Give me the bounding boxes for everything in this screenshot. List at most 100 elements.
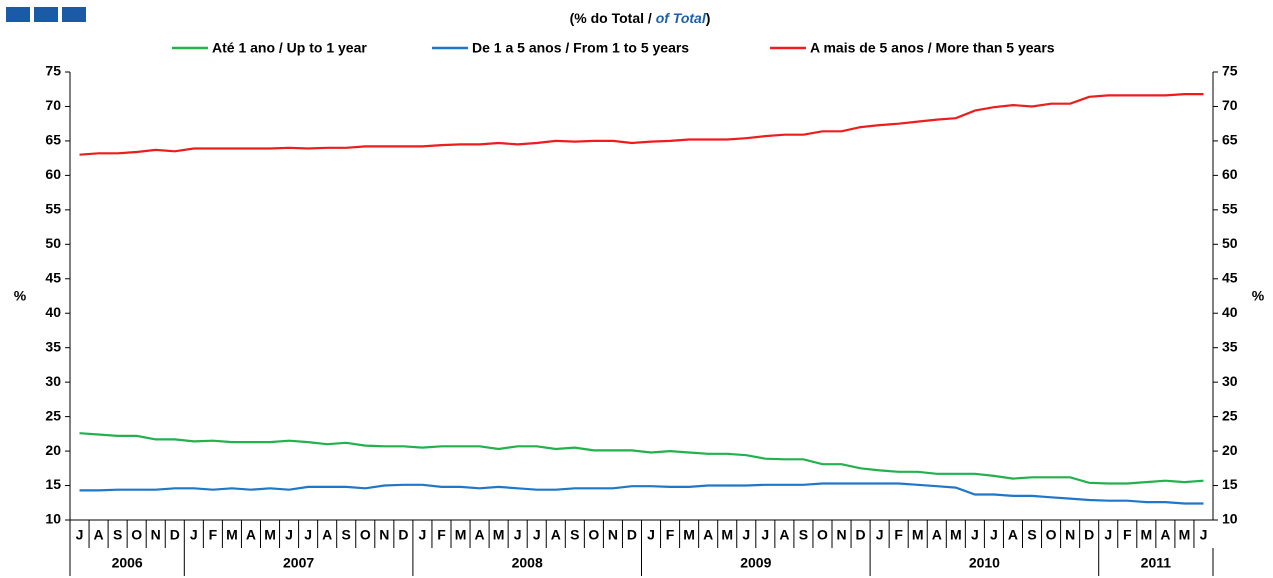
- legend-label: De 1 a 5 anos / From 1 to 5 years: [472, 40, 689, 56]
- legend-label: A mais de 5 anos / More than 5 years: [810, 40, 1055, 56]
- x-tick-label: J: [419, 527, 427, 543]
- y2-tick-label: 55: [1222, 201, 1238, 217]
- data-line: [79, 482, 1204, 505]
- x-tick-label: A: [475, 527, 485, 543]
- x-tick-label: J: [1104, 527, 1112, 543]
- x-tick-label: S: [570, 527, 579, 543]
- x-tick-label: N: [608, 527, 618, 543]
- year-label: 2009: [740, 555, 771, 571]
- y-tick-label: 40: [45, 304, 61, 320]
- x-tick-label: J: [533, 527, 541, 543]
- x-tick-label: M: [226, 527, 238, 543]
- x-tick-label: A: [322, 527, 332, 543]
- y2-tick-label: 70: [1222, 97, 1238, 113]
- y-tick-label: 60: [45, 166, 61, 182]
- y2-tick-label: 40: [1222, 304, 1238, 320]
- x-tick-label: M: [493, 527, 505, 543]
- x-tick-label: F: [209, 527, 218, 543]
- x-tick-label: A: [1160, 527, 1170, 543]
- x-tick-label: A: [1008, 527, 1018, 543]
- x-tick-label: S: [113, 527, 122, 543]
- x-tick-label: F: [437, 527, 446, 543]
- x-tick-label: M: [912, 527, 924, 543]
- x-tick-label: S: [799, 527, 808, 543]
- x-tick-label: A: [932, 527, 942, 543]
- x-tick-label: J: [971, 527, 979, 543]
- x-tick-label: M: [1179, 527, 1191, 543]
- x-tick-label: F: [1123, 527, 1132, 543]
- x-tick-label: J: [742, 527, 750, 543]
- x-tick-label: J: [190, 527, 198, 543]
- year-label: 2006: [112, 555, 143, 571]
- x-tick-label: D: [627, 527, 637, 543]
- x-tick-label: N: [151, 527, 161, 543]
- y-tick-label: 30: [45, 373, 61, 389]
- x-tick-label: A: [551, 527, 561, 543]
- y-tick-label: 65: [45, 132, 61, 148]
- data-line: [79, 432, 1204, 485]
- y-axis-label: %: [14, 288, 27, 304]
- y-tick-label: 25: [45, 407, 61, 423]
- x-tick-label: M: [683, 527, 695, 543]
- x-tick-label: N: [379, 527, 389, 543]
- x-tick-label: M: [721, 527, 733, 543]
- x-tick-label: F: [666, 527, 675, 543]
- x-tick-label: J: [76, 527, 84, 543]
- y2-tick-label: 15: [1222, 476, 1238, 492]
- y2-tick-label: 20: [1222, 442, 1238, 458]
- x-tick-label: D: [398, 527, 408, 543]
- y-tick-label: 55: [45, 201, 61, 217]
- x-tick-label: A: [779, 527, 789, 543]
- x-tick-label: N: [1065, 527, 1075, 543]
- x-tick-label: J: [1200, 527, 1208, 543]
- x-tick-label: F: [894, 527, 903, 543]
- x-tick-label: J: [761, 527, 769, 543]
- x-tick-label: O: [817, 527, 828, 543]
- x-tick-label: M: [455, 527, 467, 543]
- x-tick-label: J: [990, 527, 998, 543]
- x-tick-label: O: [588, 527, 599, 543]
- year-label: 2011: [1141, 555, 1172, 571]
- x-tick-label: A: [94, 527, 104, 543]
- x-tick-label: J: [514, 527, 522, 543]
- y2-tick-label: 35: [1222, 338, 1238, 354]
- x-tick-label: J: [876, 527, 884, 543]
- y-tick-label: 20: [45, 442, 61, 458]
- logo-block: [34, 7, 58, 22]
- y2-tick-label: 60: [1222, 166, 1238, 182]
- x-tick-label: M: [1140, 527, 1152, 543]
- x-tick-label: S: [1027, 527, 1036, 543]
- x-tick-label: S: [342, 527, 351, 543]
- x-tick-label: D: [1084, 527, 1094, 543]
- year-label: 2007: [283, 555, 314, 571]
- y2-tick-label: 45: [1222, 269, 1238, 285]
- y2-tick-label: 30: [1222, 373, 1238, 389]
- y-tick-label: 45: [45, 269, 61, 285]
- y-tick-label: 35: [45, 338, 61, 354]
- chart-title: (% do Total / of Total): [570, 10, 711, 26]
- x-tick-label: N: [836, 527, 846, 543]
- x-tick-label: M: [950, 527, 962, 543]
- data-line: [79, 93, 1204, 156]
- x-tick-label: D: [856, 527, 866, 543]
- x-tick-label: O: [131, 527, 142, 543]
- x-tick-label: D: [170, 527, 180, 543]
- x-tick-label: M: [264, 527, 276, 543]
- legend-label: Até 1 ano / Up to 1 year: [212, 40, 367, 56]
- y2-tick-label: 25: [1222, 407, 1238, 423]
- year-label: 2010: [969, 555, 1000, 571]
- y2-tick-label: 50: [1222, 235, 1238, 251]
- y-tick-label: 50: [45, 235, 61, 251]
- x-tick-label: J: [304, 527, 312, 543]
- year-label: 2008: [512, 555, 543, 571]
- x-tick-label: A: [246, 527, 256, 543]
- x-tick-label: J: [285, 527, 293, 543]
- y2-axis-label: %: [1252, 288, 1265, 304]
- logo-block: [62, 7, 86, 22]
- y2-tick-label: 65: [1222, 132, 1238, 148]
- y2-tick-label: 10: [1222, 511, 1238, 527]
- x-tick-label: A: [703, 527, 713, 543]
- x-tick-label: O: [360, 527, 371, 543]
- x-tick-label: J: [647, 527, 655, 543]
